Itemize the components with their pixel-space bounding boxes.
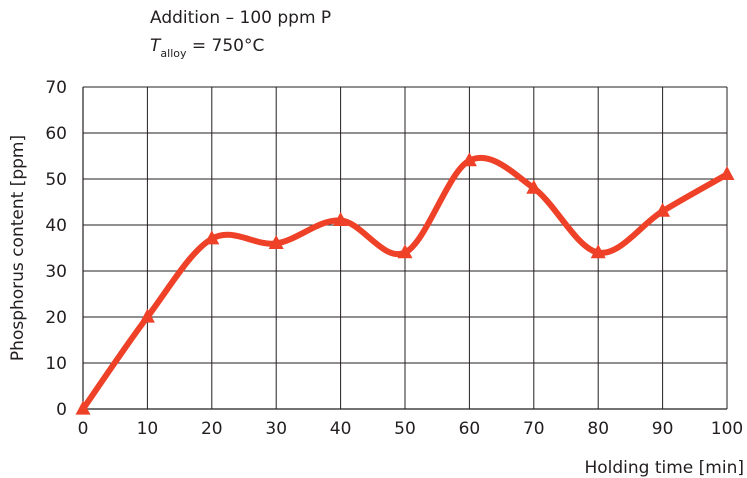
x-tick-label-10: 10 [137, 419, 159, 439]
data-point-marker-20 [204, 230, 220, 245]
data-point-marker-10 [139, 308, 155, 323]
data-point-marker-60 [461, 152, 477, 167]
tick-labels: 0 10 20 30 40 50 60 70 80 90 100 0 10 20 30 40 50 60 70 [45, 78, 743, 439]
x-tick-label-70: 70 [523, 419, 545, 439]
annotation-temperature-symbol: T [150, 36, 161, 56]
data-point-marker-100 [719, 166, 735, 180]
x-tick-label-20: 20 [201, 419, 223, 439]
x-tick-label-50: 50 [394, 419, 416, 439]
data-markers [75, 152, 735, 415]
y-tick-label-20: 20 [45, 308, 67, 328]
annotation-temperature-subscript: alloy [160, 47, 187, 60]
x-tick-label-30: 30 [265, 419, 287, 439]
y-tick-label-0: 0 [56, 400, 67, 420]
data-point-marker-30 [268, 235, 284, 249]
x-tick-label-100: 100 [711, 419, 743, 439]
y-tick-label-50: 50 [45, 170, 67, 190]
data-point-marker-90 [655, 202, 671, 217]
x-axis-label: Holding time [min] [584, 458, 744, 478]
x-tick-label-80: 80 [587, 419, 609, 439]
x-tick-label-60: 60 [459, 419, 481, 439]
data-point-marker-50 [397, 244, 413, 259]
y-tick-label-70: 70 [45, 78, 67, 98]
data-point-marker-40 [333, 212, 349, 226]
x-tick-label-40: 40 [330, 419, 352, 439]
x-tick-label-90: 90 [652, 419, 674, 439]
y-tick-label-30: 30 [45, 262, 67, 282]
axes [82, 87, 727, 410]
y-tick-label-10: 10 [45, 354, 67, 374]
y-axis-label: Phosphorus content [ppm] [8, 135, 28, 361]
grid-lines [83, 86, 728, 409]
annotation-temperature: Talloy = 750°C [150, 36, 265, 60]
annotation-addition: Addition – 100 ppm P [150, 8, 332, 28]
data-point-marker-80 [590, 244, 606, 259]
y-tick-label-60: 60 [45, 124, 67, 144]
data-point-marker-0 [75, 400, 91, 415]
annotation-temperature-value: = 750°C [186, 36, 265, 56]
x-tick-label-0: 0 [78, 419, 89, 439]
data-point-marker-70 [526, 179, 542, 194]
y-tick-label-40: 40 [45, 216, 67, 236]
